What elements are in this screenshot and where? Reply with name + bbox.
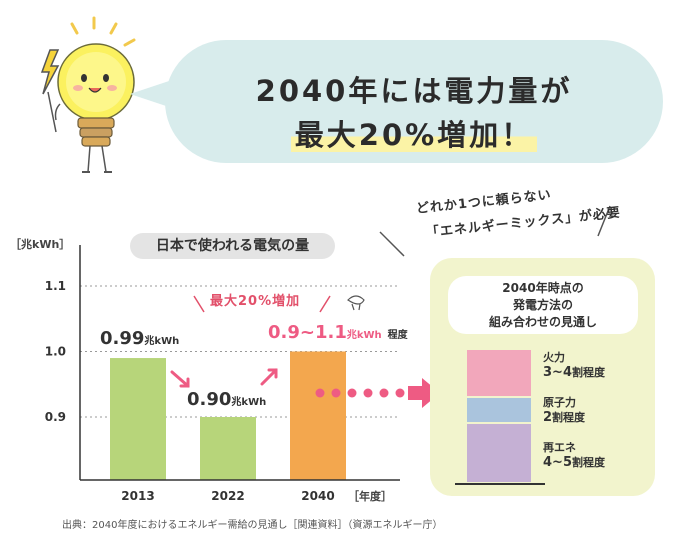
energy-mix-title-line2: 発電方法の	[512, 298, 573, 312]
energy-mix-title: 2040年時点の 発電方法の 組み合わせの見通し	[448, 276, 638, 334]
connector-dot-4	[363, 388, 373, 398]
mix-name-nuclear: 原子力	[543, 396, 576, 409]
bar-note-2040: 程度	[387, 329, 408, 341]
mix-suffix-renewable: 割程度	[571, 456, 605, 469]
chart-title: 日本で使われる電気の量	[130, 233, 335, 259]
headline-line2-text: 最大20%増加！	[290, 118, 538, 152]
annotation-tick-left	[193, 295, 205, 313]
lightbulb-character-icon	[40, 16, 136, 173]
mix-label-thermal: 火力 3~4割程度	[543, 350, 605, 380]
mix-segment-renewable	[467, 424, 531, 482]
energy-mix-title-line1: 2040年時点の	[502, 281, 584, 295]
source-citation: 出典：2040年度におけるエネルギー需給の見通し［関連資料］（資源エネルギー庁）	[62, 520, 443, 531]
mix-name-renewable: 再エネ	[543, 441, 576, 454]
annotation-tick-right	[319, 295, 331, 313]
mix-segment-thermal	[467, 350, 531, 396]
up-arrow-icon	[260, 368, 278, 386]
bar-2013	[110, 358, 166, 480]
hand-icon	[347, 295, 365, 311]
mix-label-renewable: 再エネ 4~5割程度	[543, 440, 605, 470]
y-tick-label-1.0: 1.0	[45, 345, 66, 359]
bar-value-2022: 0.90	[187, 389, 232, 410]
mix-share-thermal: 3~4	[543, 365, 572, 380]
mix-segment-nuclear	[467, 398, 531, 422]
y-axis-unit-label: ［兆kWh］	[10, 238, 71, 251]
bar-value-2013: 0.99	[100, 328, 145, 350]
connector-dot-6	[395, 388, 405, 398]
y-tick-label-1.1: 1.1	[45, 279, 66, 293]
bar-value-label-2022: 0.90兆kWh	[187, 389, 266, 410]
connector-dot-3	[347, 388, 357, 398]
x-tick-label-2013: 2013	[121, 489, 154, 503]
y-tick-label-0.9: 0.9	[45, 410, 66, 424]
headline-line1: 2040年には電力量が	[255, 74, 573, 108]
chart-axes	[79, 245, 400, 481]
bar-unit-2040: 兆kWh	[346, 329, 382, 341]
bar-2040	[290, 351, 346, 480]
bar-value-label-2013: 0.99兆kWh	[100, 328, 179, 349]
mix-suffix-thermal: 割程度	[571, 366, 605, 379]
bar-unit-2022: 兆kWh	[231, 397, 267, 408]
slogan-line-left	[379, 231, 405, 257]
mix-label-nuclear: 原子力 2割程度	[543, 395, 585, 425]
down-arrow-icon	[170, 370, 190, 388]
x-tick-label-2040: 2040	[301, 489, 334, 503]
chart-tick-labels: 1.1 1.0 0.9 2013 2022 2040 ［年度］	[45, 279, 392, 503]
connector-dot-1	[315, 388, 325, 398]
chart-decorations	[170, 205, 611, 408]
headline-line2: 最大20%増加！	[165, 112, 663, 154]
connector-dot-5	[379, 388, 389, 398]
bar-2022	[200, 417, 256, 480]
x-tick-label-2022: 2022	[211, 489, 244, 503]
mix-name-thermal: 火力	[543, 351, 565, 364]
slogan-line-right	[597, 205, 611, 237]
chart-bars	[110, 351, 346, 480]
x-axis-unit-label: ［年度］	[348, 489, 392, 503]
bar-unit-2013: 兆kWh	[144, 336, 180, 348]
energy-mix-title-line3: 組み合わせの見通し	[488, 315, 597, 329]
mix-share-renewable: 4~5	[543, 455, 572, 470]
bar-value-label-2040: 0.9~1.1兆kWh 程度	[268, 322, 408, 343]
bar-value-2040: 0.9~1.1	[268, 321, 347, 343]
mix-share-nuclear: 2	[543, 410, 553, 425]
increase-annotation: 最大20%増加	[210, 294, 301, 309]
right-arrow-icon	[408, 378, 440, 408]
mix-suffix-nuclear: 割程度	[552, 411, 586, 424]
connector-dot-2	[331, 388, 341, 398]
